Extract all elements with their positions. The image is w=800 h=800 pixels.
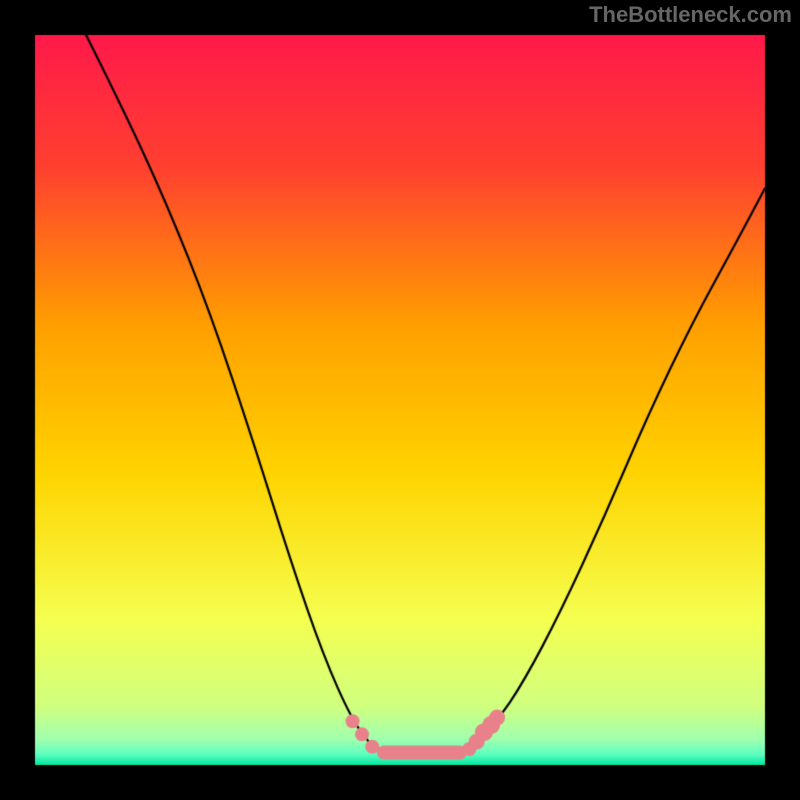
chart-container: TheBottleneck.com xyxy=(0,0,800,800)
bottleneck-curve xyxy=(0,0,800,800)
watermark-text: TheBottleneck.com xyxy=(589,2,792,28)
